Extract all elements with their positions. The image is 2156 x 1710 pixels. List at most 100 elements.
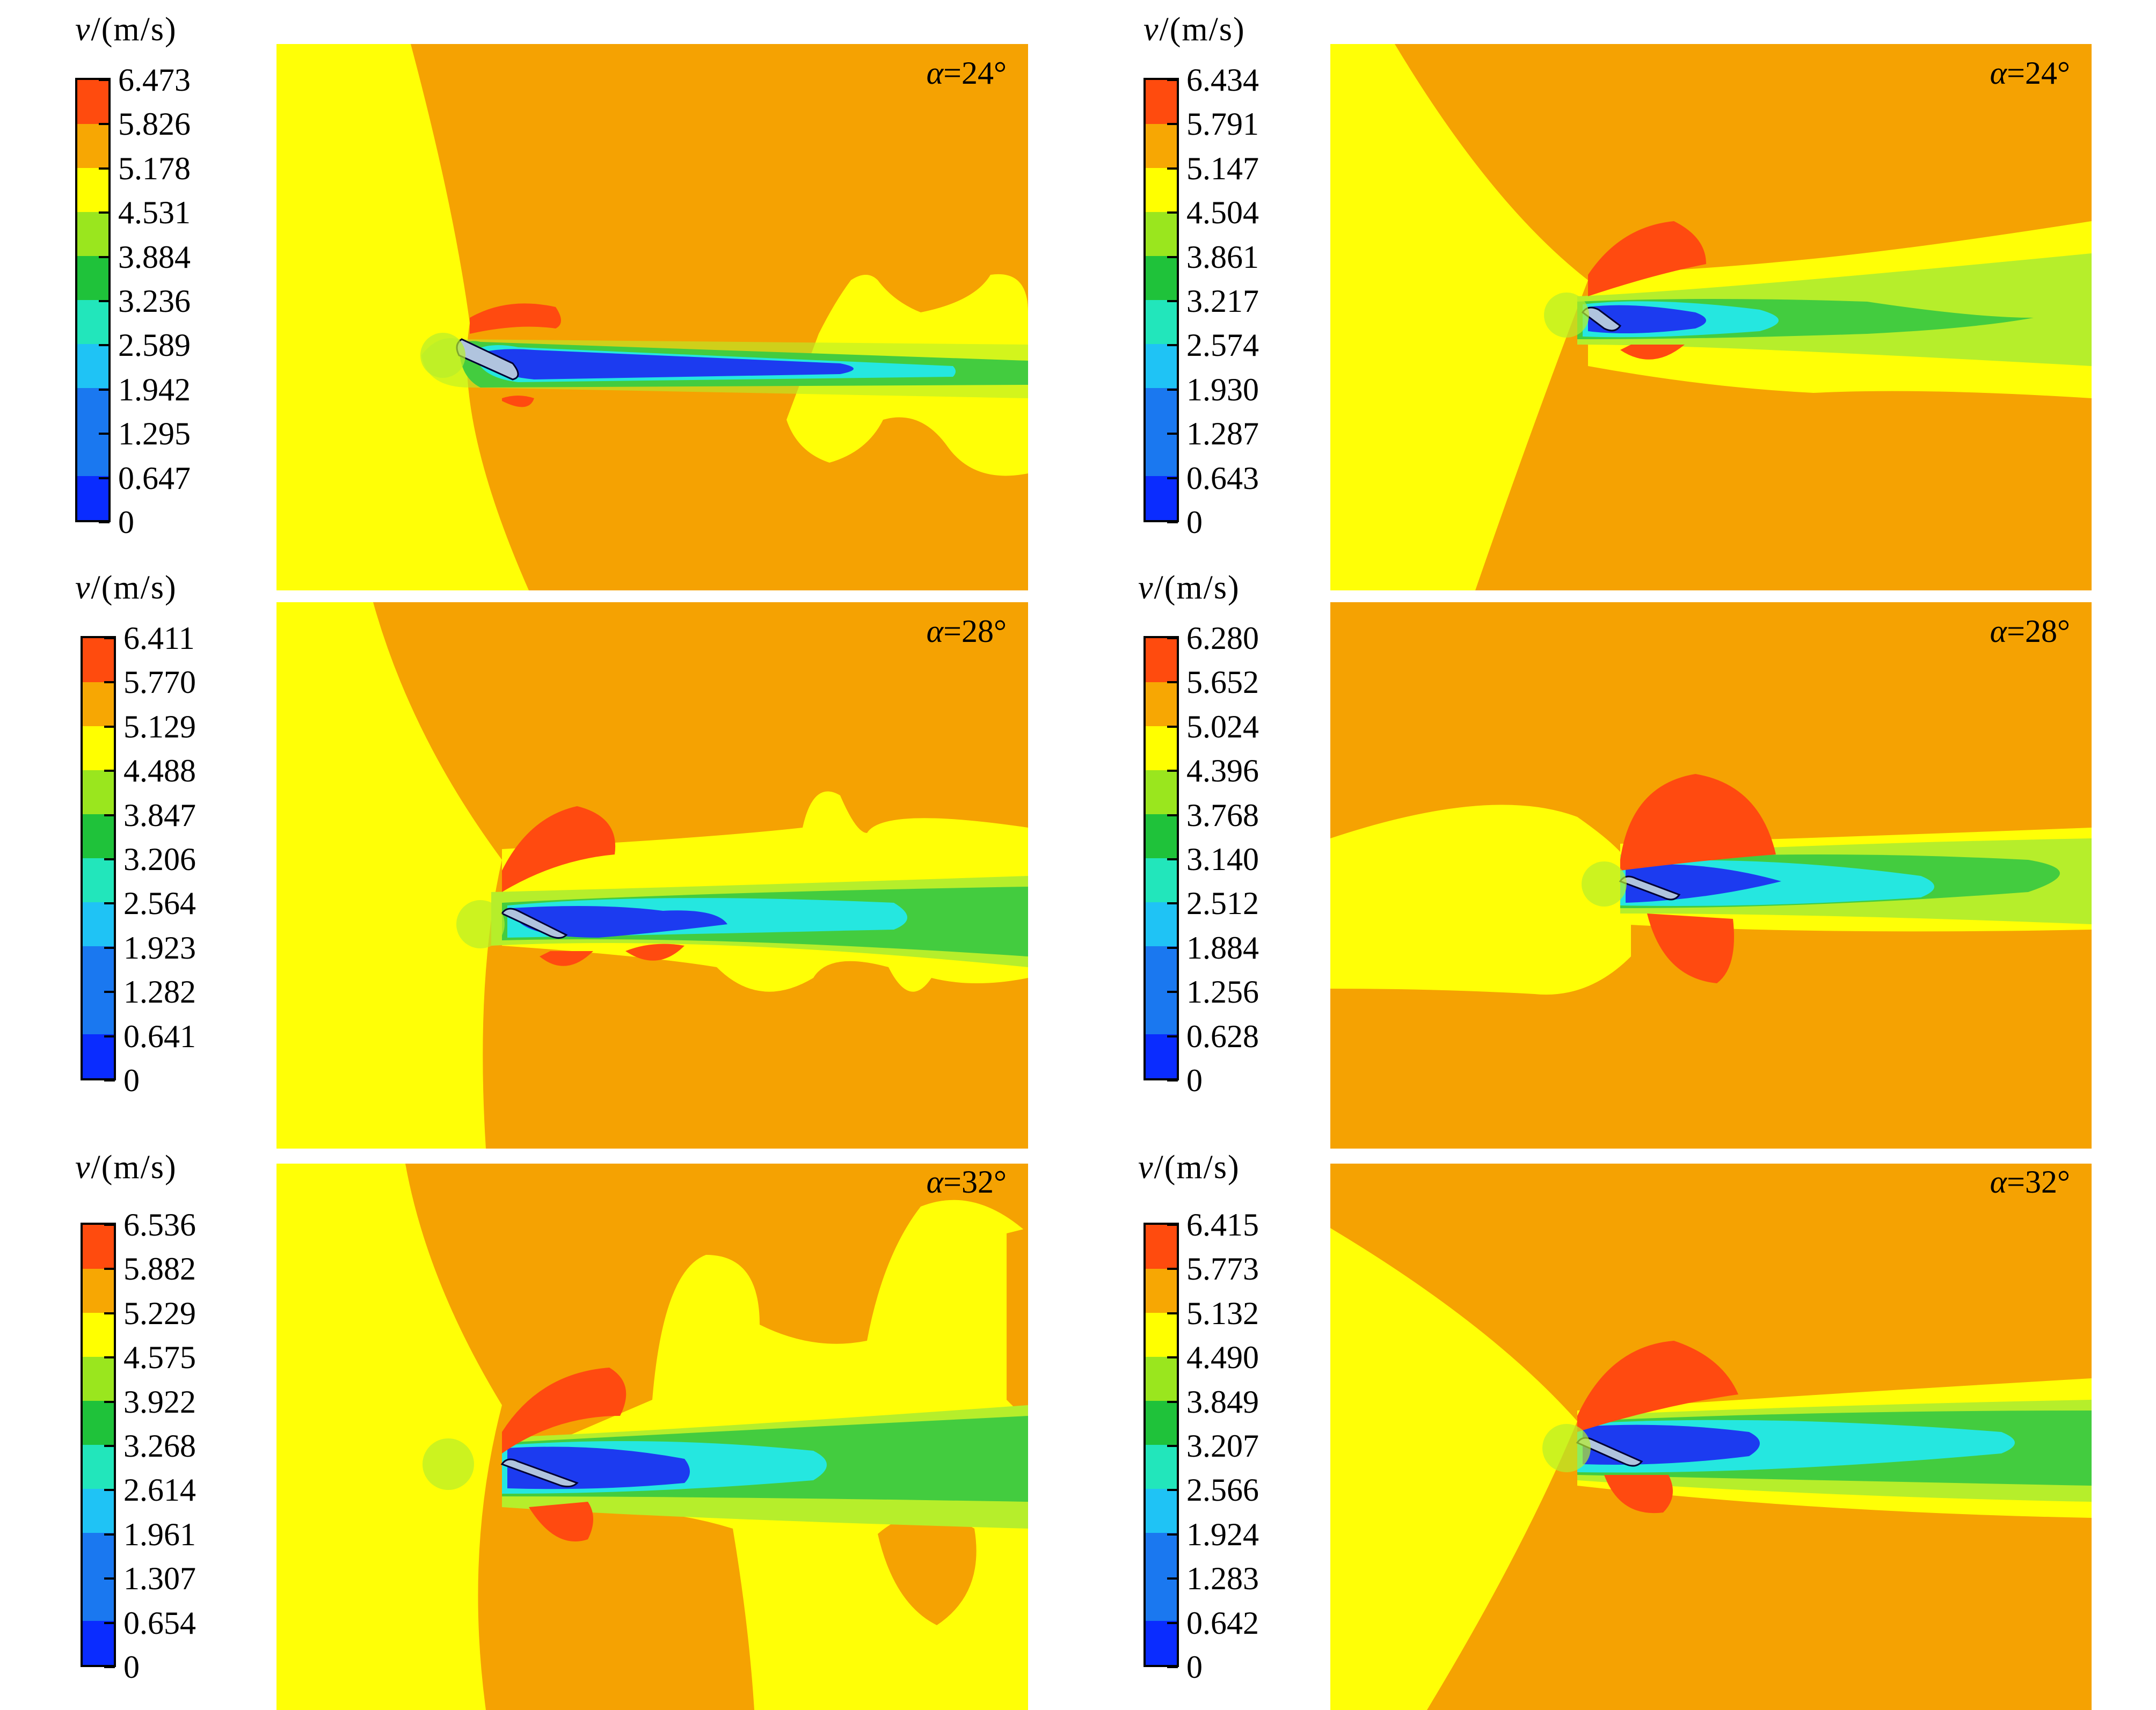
colorbar-tick-mark <box>1167 902 1178 905</box>
colorbar-segment <box>77 476 108 520</box>
colorbar-segment <box>77 80 108 124</box>
colorbar-tick-label: 5.791 <box>1186 106 1259 142</box>
colorbar-segment <box>83 946 114 1034</box>
colorbar-tick-mark <box>104 1268 115 1270</box>
colorbar-title-unit: /(m/s) <box>91 1149 177 1186</box>
angle-of-attack-label: α=24° <box>927 55 1007 92</box>
colorbar-segment <box>83 1225 114 1269</box>
colorbar-segment <box>1146 1621 1177 1665</box>
angle-of-attack-label: α=24° <box>1990 55 2070 92</box>
colorbar-tick-label: 0 <box>118 505 134 540</box>
colorbar-tick-mark <box>1167 1489 1178 1492</box>
colorbar-tick-label: 6.434 <box>1186 62 1259 98</box>
velocity-contour-field: α=32° <box>1330 1164 2092 1710</box>
colorbar-segment <box>1146 814 1177 858</box>
colorbar-tick-mark <box>99 433 110 435</box>
colorbar-tick-label: 6.411 <box>123 620 195 656</box>
colorbar-tick-label: 3.861 <box>1186 239 1259 275</box>
colorbar-tick-mark <box>104 1224 115 1226</box>
colorbar-tick-label: 6.473 <box>118 62 191 98</box>
colorbar-tick-mark <box>1167 1312 1178 1314</box>
velocity-contour-field: α=24° <box>276 44 1028 590</box>
velocity-contour-field: α=32° <box>276 1164 1028 1710</box>
colorbar-segment <box>1146 1445 1177 1489</box>
colorbar-tick-mark <box>1167 1445 1178 1447</box>
velocity-contour-field: α=28° <box>276 602 1028 1149</box>
colorbar-tick-label: 1.923 <box>123 930 196 966</box>
colorbar-tick-label: 3.217 <box>1186 283 1259 319</box>
colorbar-tick-mark <box>104 1577 115 1580</box>
colorbar-segment <box>1146 124 1177 168</box>
colorbar-tick-label: 1.256 <box>1186 974 1259 1010</box>
colorbar-segment <box>83 1269 114 1313</box>
colorbar-title-variable: v <box>75 569 91 606</box>
colorbar-tick-label: 6.280 <box>1186 620 1259 656</box>
colorbar-tick-label: 6.415 <box>1186 1207 1259 1243</box>
colorbar-tick-mark <box>99 123 110 126</box>
colorbar-tick-mark <box>1167 1666 1178 1668</box>
colorbar-tick-mark <box>104 1489 115 1492</box>
colorbar-tick-label: 4.531 <box>118 195 191 231</box>
colorbar-tick-mark <box>1167 1356 1178 1359</box>
colorbar-segment <box>77 168 108 212</box>
colorbar-tick-label: 5.229 <box>123 1295 196 1331</box>
colorbar-tick-label: 2.574 <box>1186 327 1259 363</box>
colorbar-tick-label: 0.643 <box>1186 460 1259 496</box>
colorbar-tick-mark <box>99 300 110 302</box>
colorbar-title-variable: v <box>1138 1149 1154 1186</box>
colorbar-segment <box>83 1533 114 1621</box>
angle-of-attack-label: α=32° <box>1990 1164 2070 1201</box>
colorbar-title: v/(m/s) <box>1143 11 1245 49</box>
colorbar-segment <box>1146 858 1177 902</box>
colorbar-segment <box>1146 80 1177 124</box>
colorbar-tick-label: 1.287 <box>1186 416 1259 452</box>
colorbar-segment <box>83 1445 114 1489</box>
colorbar-tick-label: 3.884 <box>118 239 191 275</box>
colorbar-segment <box>83 858 114 902</box>
colorbar-tick-label: 4.488 <box>123 753 196 789</box>
angle-symbol: α <box>1990 613 2007 649</box>
colorbar-title-unit: /(m/s) <box>91 569 177 606</box>
angle-of-attack-label: α=32° <box>927 1164 1007 1201</box>
colorbar-tick-label: 5.129 <box>123 708 196 744</box>
colorbar-tick-mark <box>104 1666 115 1668</box>
colorbar-tick-mark <box>1167 344 1178 347</box>
colorbar-tick-label: 3.236 <box>118 283 191 319</box>
colorbar-tick-mark <box>104 858 115 860</box>
colorbar-tick-label: 1.884 <box>1186 930 1259 966</box>
colorbar-tick-label: 0 <box>123 1063 140 1098</box>
colorbar-tick-mark <box>99 344 110 347</box>
colorbar-tick-label: 0.647 <box>118 460 191 496</box>
colorbar-tick-mark <box>1167 1577 1178 1580</box>
colorbar <box>81 636 116 1080</box>
colorbar-tick-mark <box>1167 1621 1178 1624</box>
colorbar-tick-label: 1.307 <box>123 1561 196 1597</box>
colorbar-tick-label: 2.512 <box>1186 886 1259 922</box>
colorbar-tick-label: 5.178 <box>118 150 191 186</box>
colorbar-tick-mark <box>104 902 115 905</box>
colorbar-tick-label: 6.536 <box>123 1207 196 1243</box>
colorbar-tick-mark <box>104 1400 115 1403</box>
colorbar-tick-label: 1.283 <box>1186 1561 1259 1597</box>
angle-symbol: α <box>926 1164 944 1200</box>
colorbar-tick-mark <box>1167 1224 1178 1226</box>
colorbar-tick-mark <box>104 1035 115 1037</box>
colorbar-tick-label: 4.490 <box>1186 1340 1259 1376</box>
colorbar-segment <box>1146 256 1177 300</box>
angle-symbol: α <box>926 613 944 649</box>
colorbar-tick-mark <box>1167 1268 1178 1270</box>
colorbar-tick-label: 3.768 <box>1186 797 1259 833</box>
colorbar-segment <box>83 770 114 814</box>
colorbar-tick-label: 1.924 <box>1186 1516 1259 1552</box>
angle-value: =24° <box>2007 55 2070 91</box>
colorbar-segment <box>1146 1034 1177 1078</box>
colorbar-tick-mark <box>1167 725 1178 728</box>
colorbar-tick-label: 0.654 <box>123 1605 196 1641</box>
colorbar-segment <box>1146 1533 1177 1621</box>
colorbar-tick-mark <box>1167 255 1178 258</box>
colorbar-tick-mark <box>1167 521 1178 523</box>
colorbar-tick-mark <box>104 1445 115 1447</box>
colorbar-tick-label: 3.207 <box>1186 1428 1259 1464</box>
colorbar-segment <box>1146 168 1177 212</box>
colorbar-tick-label: 3.206 <box>123 842 196 877</box>
